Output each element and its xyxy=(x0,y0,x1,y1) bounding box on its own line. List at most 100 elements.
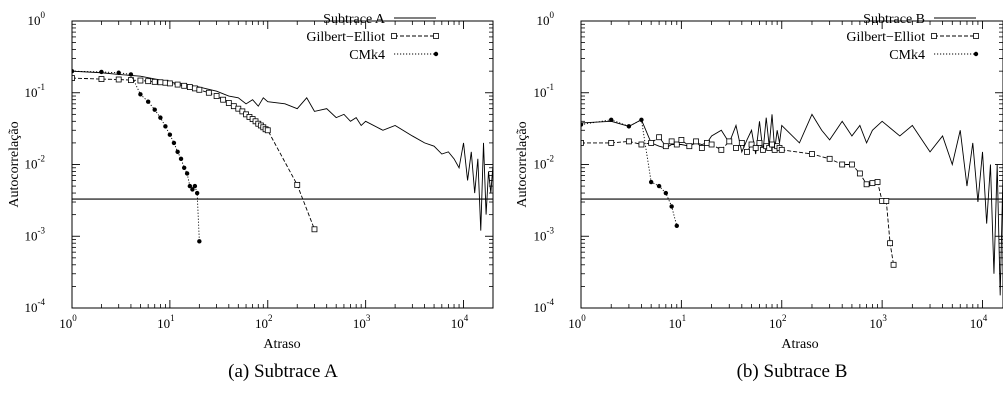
data-point-circle xyxy=(190,187,195,192)
data-point-circle xyxy=(138,92,143,97)
data-point-square xyxy=(869,180,876,187)
data-point-circle xyxy=(639,117,644,122)
data-point-square xyxy=(733,145,739,151)
data-point-square xyxy=(863,181,870,188)
data-point-square xyxy=(748,141,755,148)
x-axis-label: Atraso xyxy=(263,337,300,352)
y-tick-label: 100 xyxy=(28,10,46,28)
chart-panel-b: 100 101 102 103 104 10-4 10-3 10-2 10-1 100 Subtra… xyxy=(515,10,1003,382)
x-tick-label: 101 xyxy=(669,313,687,331)
data-point-square xyxy=(693,138,699,145)
data-point-square xyxy=(738,140,745,146)
data-point-circle xyxy=(626,124,632,129)
data-point-square xyxy=(769,141,775,148)
data-point-square xyxy=(874,179,881,185)
data-point-square xyxy=(678,137,685,143)
data-point-square xyxy=(151,78,158,85)
legend-marker xyxy=(973,51,979,57)
data-point-square xyxy=(887,240,893,247)
series-line xyxy=(581,119,678,226)
data-point-square xyxy=(686,143,693,150)
data-point-square xyxy=(98,76,105,82)
y-axis-label: Autocorrelação xyxy=(515,121,530,207)
data-point-square xyxy=(656,134,663,141)
series-subtrace-a xyxy=(72,70,493,231)
x-axis-label: Atraso xyxy=(781,337,818,352)
figure-caption: (b) Subtrace B xyxy=(737,361,848,382)
plot-frame xyxy=(580,20,1003,309)
data-point-square xyxy=(174,81,181,88)
data-point-circle xyxy=(158,115,163,120)
data-point-circle xyxy=(171,140,177,146)
data-point-circle xyxy=(669,204,674,209)
data-point-square xyxy=(225,100,232,106)
data-point-square xyxy=(186,84,193,90)
data-point-square xyxy=(115,76,122,83)
data-point-square xyxy=(760,146,766,153)
data-point-circle xyxy=(581,122,584,127)
series-line xyxy=(72,77,315,230)
data-point-circle xyxy=(163,124,168,129)
data-point-square xyxy=(662,143,669,150)
data-point-circle xyxy=(192,183,198,189)
data-point-square xyxy=(213,93,220,99)
y-tick-label: 10-1 xyxy=(25,82,46,100)
data-point-square xyxy=(648,140,655,146)
series-line xyxy=(72,70,493,231)
data-point-circle xyxy=(145,99,151,104)
series-line xyxy=(72,70,200,242)
x-tick-label: 104 xyxy=(970,313,988,331)
legend-label: Gilbert−Elliot xyxy=(846,30,925,45)
data-point-square xyxy=(625,138,632,145)
legend: Subtrace B Gilbert−Elliot CMk4 xyxy=(846,12,979,63)
legend-marker xyxy=(391,33,397,39)
data-point-square xyxy=(744,148,750,155)
legend-label: Subtrace B xyxy=(863,12,925,27)
y-tick-label: 10-2 xyxy=(25,154,46,172)
data-point-square xyxy=(145,78,152,85)
plot-frame xyxy=(71,20,494,309)
y-tick-label: 100 xyxy=(537,10,555,28)
minor-ticks xyxy=(72,21,494,308)
legend-marker xyxy=(433,51,439,57)
data-point-circle xyxy=(656,183,662,189)
data-point-square xyxy=(205,89,212,96)
data-point-circle xyxy=(663,190,669,196)
data-point-square xyxy=(264,127,271,134)
data-point-circle xyxy=(609,117,614,122)
chart-panel-a: 100 101 102 103 104 10-4 10-3 10-2 10-1 100 Subtra… xyxy=(7,10,494,382)
data-point-square xyxy=(608,140,615,146)
y-tick-label: 10-4 xyxy=(25,297,46,315)
legend-label: CMk4 xyxy=(349,48,385,63)
data-point-square xyxy=(72,75,75,82)
series-cmk4 xyxy=(581,117,679,228)
data-point-square xyxy=(128,77,134,84)
data-point-square xyxy=(890,261,897,268)
data-point-circle xyxy=(128,72,134,77)
data-point-square xyxy=(839,161,846,168)
x-tick-label: 101 xyxy=(157,313,175,331)
data-point-square xyxy=(311,226,318,233)
series-cmk4 xyxy=(72,68,202,244)
data-point-square xyxy=(239,108,246,115)
data-point-circle xyxy=(72,68,75,74)
data-point-square xyxy=(778,146,785,153)
legend-label: CMk4 xyxy=(889,48,925,63)
legend-marker xyxy=(973,33,979,39)
data-point-square xyxy=(883,198,890,204)
x-tick-label: 100 xyxy=(59,313,77,331)
data-point-circle xyxy=(194,190,200,196)
data-point-square xyxy=(638,141,645,148)
x-tick-label: 100 xyxy=(568,313,586,331)
series-line xyxy=(581,136,895,265)
data-point-circle xyxy=(181,165,187,170)
legend: Subtrace A Gilbert−Elliot CMk4 xyxy=(306,12,439,63)
legend-marker xyxy=(433,33,439,39)
data-point-square xyxy=(581,140,584,146)
data-point-circle xyxy=(648,179,654,185)
data-point-circle xyxy=(184,171,190,176)
data-point-circle xyxy=(197,239,202,244)
data-point-square xyxy=(849,161,855,168)
data-point-square xyxy=(196,86,203,93)
data-point-square xyxy=(166,80,173,87)
